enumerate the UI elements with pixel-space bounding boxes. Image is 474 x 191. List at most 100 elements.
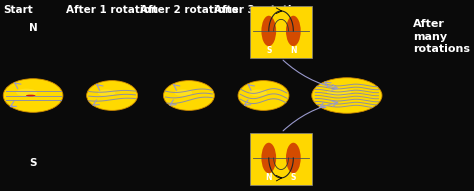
Ellipse shape [15,85,51,106]
Ellipse shape [327,85,367,106]
Ellipse shape [171,85,207,106]
Ellipse shape [98,89,115,96]
Ellipse shape [93,84,131,107]
Ellipse shape [10,83,56,108]
Ellipse shape [243,83,284,108]
Ellipse shape [249,89,267,96]
Ellipse shape [247,86,280,105]
Ellipse shape [315,79,379,112]
Ellipse shape [239,81,288,110]
Ellipse shape [97,87,127,104]
Ellipse shape [16,89,37,96]
Text: S: S [266,46,272,55]
Ellipse shape [164,81,214,110]
Ellipse shape [8,82,58,109]
Ellipse shape [88,81,136,110]
Ellipse shape [319,81,375,110]
Ellipse shape [324,84,369,107]
Ellipse shape [244,84,283,107]
Ellipse shape [245,85,282,106]
Ellipse shape [246,85,281,106]
Ellipse shape [94,85,130,106]
Ellipse shape [248,86,279,105]
Ellipse shape [165,81,213,110]
Ellipse shape [97,86,128,105]
Bar [250,133,312,185]
Ellipse shape [26,95,36,96]
Ellipse shape [98,87,126,104]
Ellipse shape [250,88,277,103]
Ellipse shape [7,81,60,110]
Ellipse shape [241,82,286,109]
Text: After 3 rotations: After 3 rotations [214,5,313,15]
Ellipse shape [286,16,301,46]
Ellipse shape [171,85,207,106]
Ellipse shape [319,82,374,109]
Ellipse shape [175,88,202,103]
Ellipse shape [168,83,210,108]
Ellipse shape [99,88,126,103]
Ellipse shape [242,83,285,108]
Ellipse shape [166,82,211,109]
Ellipse shape [173,86,205,105]
Text: After 2 rotations: After 2 rotations [140,5,238,15]
Ellipse shape [8,81,59,110]
Ellipse shape [328,86,365,105]
Ellipse shape [168,83,210,108]
Ellipse shape [96,86,128,105]
Ellipse shape [240,82,287,109]
Ellipse shape [239,81,288,110]
Ellipse shape [5,80,61,111]
Ellipse shape [87,81,137,110]
Ellipse shape [6,80,61,111]
Ellipse shape [245,84,283,107]
Ellipse shape [246,86,281,105]
Ellipse shape [91,83,133,108]
Ellipse shape [90,83,134,108]
Ellipse shape [9,82,57,109]
Ellipse shape [328,86,366,105]
Ellipse shape [173,86,204,105]
Ellipse shape [327,88,351,96]
Ellipse shape [314,79,380,112]
Ellipse shape [11,83,55,108]
Ellipse shape [261,16,276,46]
Ellipse shape [261,143,276,173]
Ellipse shape [165,82,212,109]
Ellipse shape [94,85,130,106]
Ellipse shape [14,85,52,106]
Text: After 1 rotation: After 1 rotation [66,5,158,15]
Ellipse shape [17,86,50,105]
Ellipse shape [90,82,135,109]
Ellipse shape [16,86,51,105]
Text: N: N [290,46,297,55]
Ellipse shape [87,81,137,110]
Ellipse shape [249,87,278,104]
Bar [250,6,312,58]
Ellipse shape [13,84,53,107]
Text: S: S [29,158,37,168]
Ellipse shape [172,86,206,105]
Ellipse shape [312,78,382,113]
Ellipse shape [164,81,214,110]
Ellipse shape [169,84,209,107]
Text: S: S [291,173,296,182]
Ellipse shape [238,81,289,110]
Ellipse shape [91,83,133,108]
Ellipse shape [326,85,368,106]
Ellipse shape [170,84,208,107]
Text: N: N [29,23,37,32]
Ellipse shape [174,89,192,96]
Ellipse shape [321,83,372,108]
Ellipse shape [89,82,136,109]
Ellipse shape [11,83,55,108]
Ellipse shape [167,83,211,108]
Text: N: N [265,173,272,182]
Ellipse shape [175,87,203,104]
Ellipse shape [18,87,49,104]
Ellipse shape [313,78,381,113]
Ellipse shape [3,79,63,112]
Ellipse shape [12,84,54,107]
Ellipse shape [92,84,132,107]
Ellipse shape [286,143,301,173]
